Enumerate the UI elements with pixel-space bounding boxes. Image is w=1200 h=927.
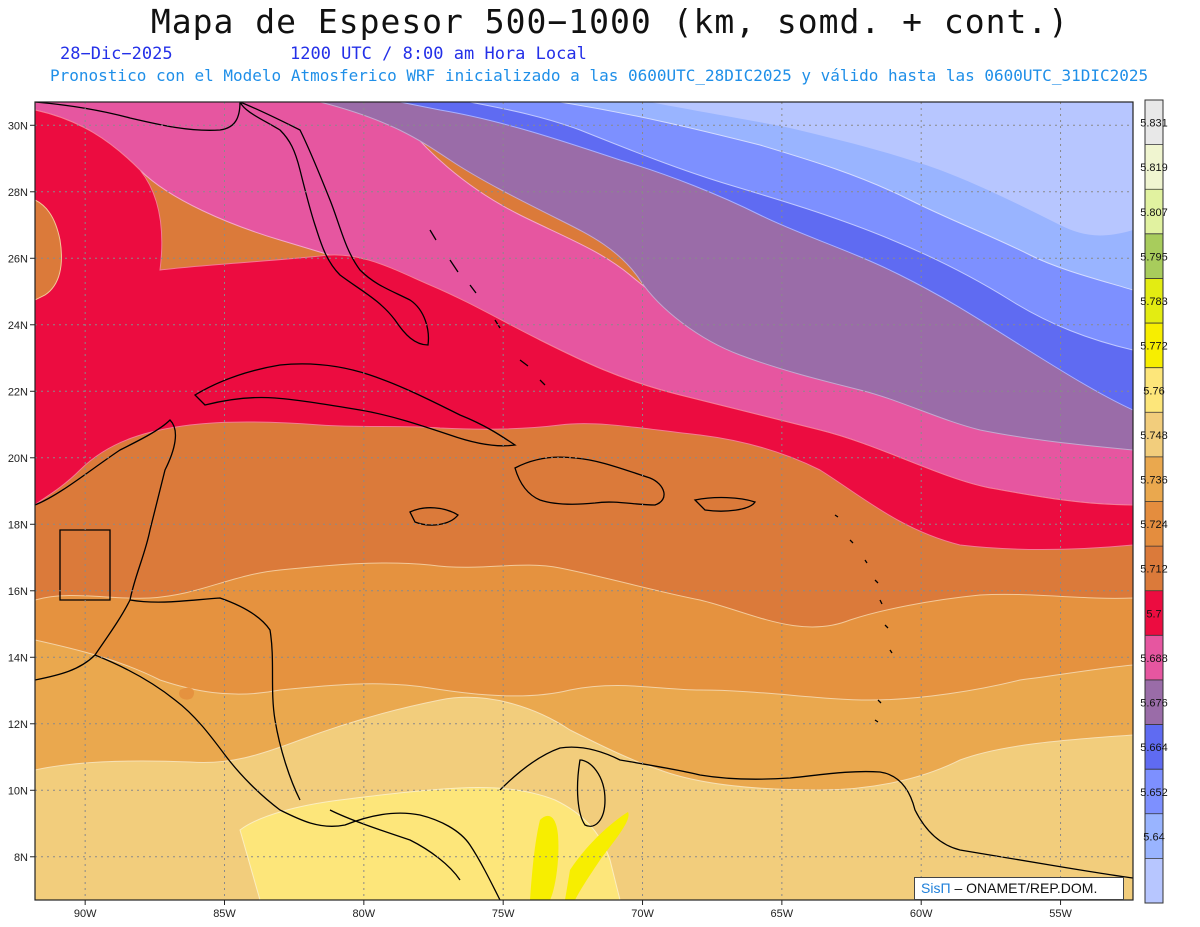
colorbar-swatch <box>1145 813 1163 859</box>
colorbar-swatch <box>1145 189 1163 235</box>
colorbar-label: 5.652 <box>1140 787 1168 799</box>
lat-tick-label: 22N <box>8 386 28 398</box>
colorbar-swatch <box>1145 501 1163 547</box>
lat-tick-label: 28N <box>8 187 28 199</box>
zone-5772 <box>239 787 621 900</box>
colorbar-label: 5.676 <box>1140 698 1168 710</box>
lon-tick-label: 55W <box>1049 908 1072 920</box>
colorbar-label: 5.7 <box>1146 608 1161 620</box>
thickness-shading <box>35 102 1133 900</box>
map-frame <box>34 101 1134 901</box>
colorbar-swatch <box>1145 590 1163 636</box>
colorbar-label: 5.724 <box>1140 519 1168 531</box>
zone-5628 <box>650 102 1133 236</box>
coastlines <box>35 102 1133 900</box>
lon-tick-label: 80W <box>353 908 376 920</box>
credit-box: SisΠ – ONAMET/REP.DOM. <box>914 877 1124 900</box>
lon-tick-label: 90W <box>74 908 97 920</box>
colorbar: 5.831 5.819 5.807 5.795 5.783 5.772 5.76 5.748 5… <box>1140 99 1168 904</box>
zone-5712-west <box>35 199 62 301</box>
colorbar-swatch <box>1145 100 1163 146</box>
colorbar-swatch <box>1145 412 1163 458</box>
credit-text: – ONAMET/REP.DOM. <box>954 880 1098 896</box>
lat-tick-label: 20N <box>8 453 28 465</box>
lon-tick-label: 85W <box>213 908 236 920</box>
lat-tick-label: 16N <box>8 586 28 598</box>
colorbar-label: 5.64 <box>1143 831 1164 843</box>
forecast-description: Pronostico con el Modelo Atmosferico WRF… <box>50 66 1149 85</box>
lat-tick-label: 30N <box>8 120 28 132</box>
zone-5783 <box>530 815 559 900</box>
lat-tick-label: 12N <box>8 719 28 731</box>
lon-tick-label: 70W <box>631 908 654 920</box>
colorbar-label: 5.807 <box>1140 207 1168 219</box>
colorbar-swatch <box>1145 858 1163 904</box>
lat-tick-label: 14N <box>8 652 28 664</box>
colorbar-swatch <box>1145 456 1163 502</box>
colorbar-label: 5.795 <box>1140 251 1168 263</box>
forecast-time: 1200 UTC / 8:00 am Hora Local <box>290 44 587 64</box>
colorbar-swatch <box>1145 323 1163 369</box>
colorbar-swatch <box>1145 144 1163 190</box>
colorbar-label: 5.748 <box>1140 430 1168 442</box>
colorbar-label: 5.819 <box>1140 162 1168 174</box>
colorbar-label: 5.688 <box>1140 653 1168 665</box>
colorbar-swatch <box>1145 546 1163 592</box>
colorbar-label: 5.664 <box>1140 742 1168 754</box>
colorbar-swatch <box>1145 769 1163 815</box>
colorbar-swatch <box>1145 367 1163 413</box>
colorbar-swatch <box>1145 278 1163 324</box>
lat-tick-label: 26N <box>8 253 28 265</box>
lat-tick-label: 10N <box>8 785 28 797</box>
colorbar-swatch <box>1145 233 1163 279</box>
lon-tick-label: 75W <box>492 908 515 920</box>
colorbar-label: 5.831 <box>1140 118 1168 130</box>
axes: 90W 85W 80W 75W 70W 65W 60W 55W 30N 28N 26N 24N 22N 2… <box>8 120 1073 920</box>
sispi-logo: SisΠ <box>921 880 951 896</box>
forecast-date: 28−Dic−2025 <box>60 44 173 64</box>
lon-tick-label: 60W <box>910 908 933 920</box>
colorbar-label: 5.76 <box>1143 385 1164 397</box>
colorbar-label: 5.772 <box>1140 341 1168 353</box>
colorbar-swatch <box>1145 679 1163 726</box>
lat-tick-label: 18N <box>8 519 28 531</box>
colorbar-swatch <box>1145 635 1163 681</box>
colorbar-label: 5.736 <box>1140 475 1168 487</box>
map-title: Mapa de Espesor 500−1000 (km, somd. + co… <box>150 2 1070 41</box>
colorbar-swatch <box>1145 724 1163 770</box>
lon-tick-label: 65W <box>771 908 794 920</box>
colorbar-label: 5.712 <box>1140 564 1168 576</box>
lat-tick-label: 8N <box>14 852 28 864</box>
lat-tick-label: 24N <box>8 320 28 332</box>
gridlines <box>35 102 1133 900</box>
zone-5700 <box>35 109 1133 551</box>
colorbar-label: 5.783 <box>1140 296 1168 308</box>
